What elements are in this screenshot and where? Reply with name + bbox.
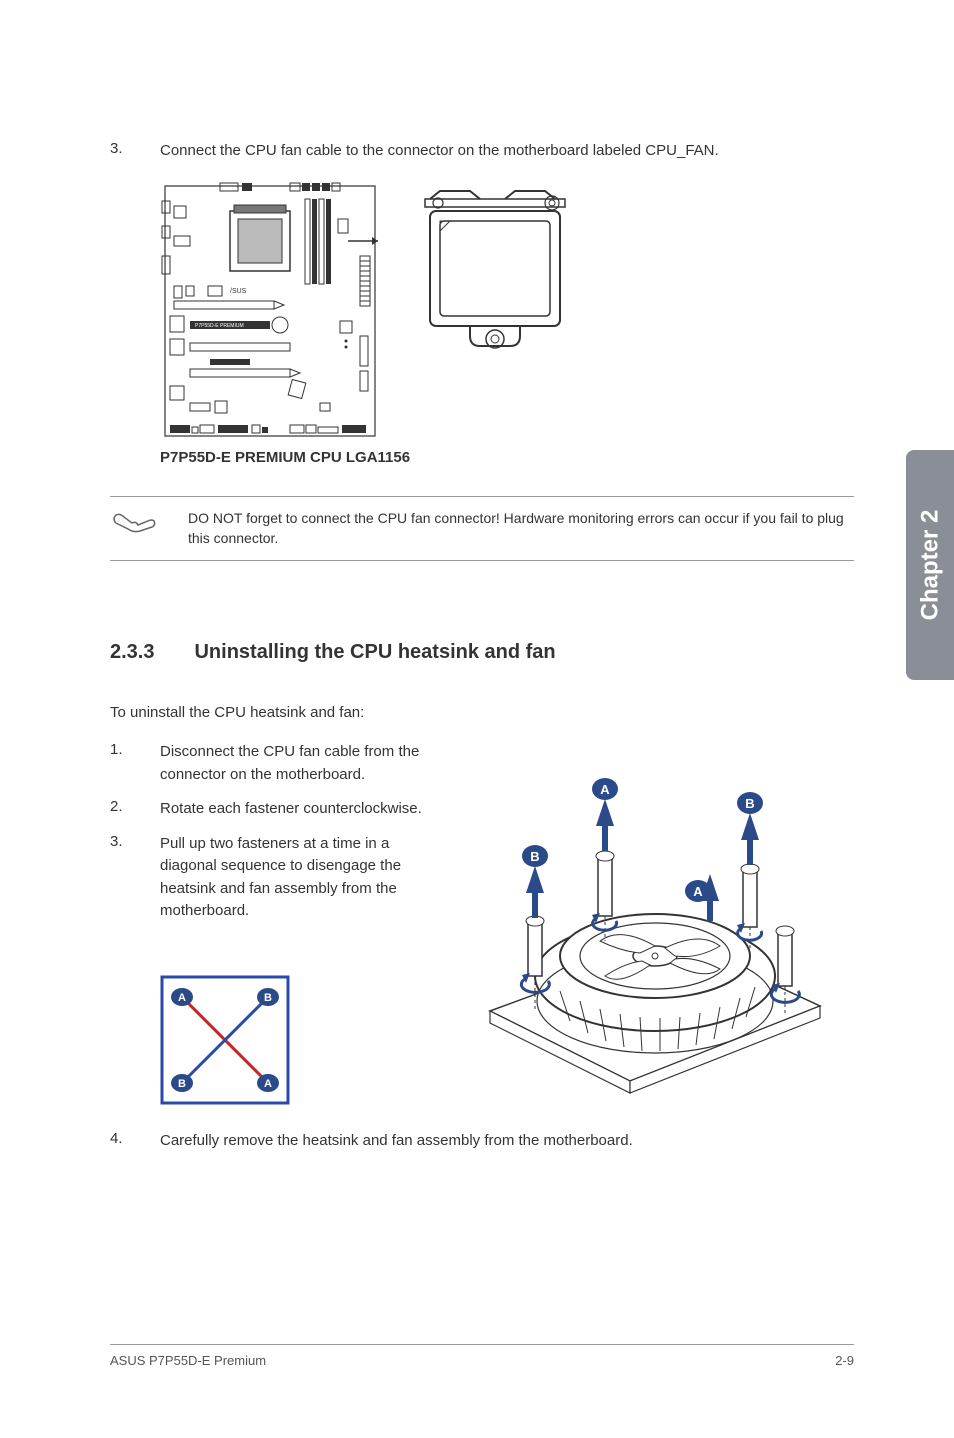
step-1-number: 1. <box>110 741 130 786</box>
step-3-text: Connect the CPU fan cable to the connect… <box>160 140 719 161</box>
svg-text:B: B <box>530 849 539 864</box>
intro-text: To uninstall the CPU heatsink and fan: <box>110 704 854 721</box>
step-4-number: 4. <box>110 1130 130 1151</box>
step-2-text: Rotate each fastener counterclockwise. <box>160 798 422 821</box>
page-footer: ASUS P7P55D-E Premium 2-9 <box>110 1344 854 1368</box>
footer-right: 2-9 <box>835 1353 854 1368</box>
step-4-text: Carefully remove the heatsink and fan as… <box>160 1130 633 1151</box>
step-3b-number: 3. <box>110 833 130 923</box>
note-text: DO NOT forget to connect the CPU fan con… <box>178 509 854 548</box>
svg-text:B: B <box>745 796 754 811</box>
motherboard-diagram: /SUS P7P55D-E PREMIUM <box>160 181 380 441</box>
chapter-tab: Chapter 2 <box>906 450 954 680</box>
chapter-tab-label: Chapter 2 <box>916 510 944 621</box>
note-callout: DO NOT forget to connect the CPU fan con… <box>110 496 854 561</box>
step-4: 4. Carefully remove the heatsink and fan… <box>110 1130 854 1151</box>
section-number: 2.3.3 <box>110 641 154 664</box>
heatsink-fan-diagram: A B B A <box>470 741 830 1101</box>
cpu-socket-diagram <box>410 181 580 361</box>
svg-text:B: B <box>264 992 272 1004</box>
step-3b: 3. Pull up two fasteners at a time in a … <box>110 833 450 923</box>
diagram-caption: P7P55D-E PREMIUM CPU LGA1156 <box>160 449 854 466</box>
svg-text:A: A <box>693 884 703 899</box>
svg-text:A: A <box>264 1078 272 1090</box>
section-title: Uninstalling the CPU heatsink and fan <box>194 641 555 664</box>
footer-left: ASUS P7P55D-E Premium <box>110 1353 266 1368</box>
step-3: 3. Connect the CPU fan cable to the conn… <box>110 140 854 161</box>
steps-column: 1. Disconnect the CPU fan cable from the… <box>110 741 450 1110</box>
step-2: 2. Rotate each fastener counterclockwise… <box>110 798 450 821</box>
svg-text:/SUS: /SUS <box>230 288 247 295</box>
svg-text:P7P55D-E PREMIUM: P7P55D-E PREMIUM <box>195 323 244 329</box>
step-1-text: Disconnect the CPU fan cable from the co… <box>160 741 450 786</box>
diagonal-sequence-diagram: A B B A <box>160 975 290 1105</box>
step-1: 1. Disconnect the CPU fan cable from the… <box>110 741 450 786</box>
note-hand-icon <box>110 509 158 541</box>
step-2-number: 2. <box>110 798 130 821</box>
svg-text:B: B <box>178 1078 186 1090</box>
section-heading: 2.3.3 Uninstalling the CPU heatsink and … <box>110 641 854 664</box>
step-3b-text: Pull up two fasteners at a time in a dia… <box>160 833 450 923</box>
svg-text:A: A <box>600 782 610 797</box>
step-3-number: 3. <box>110 140 130 161</box>
diagram-row: /SUS P7P55D-E PREMIUM <box>160 181 854 441</box>
svg-text:A: A <box>178 992 186 1004</box>
